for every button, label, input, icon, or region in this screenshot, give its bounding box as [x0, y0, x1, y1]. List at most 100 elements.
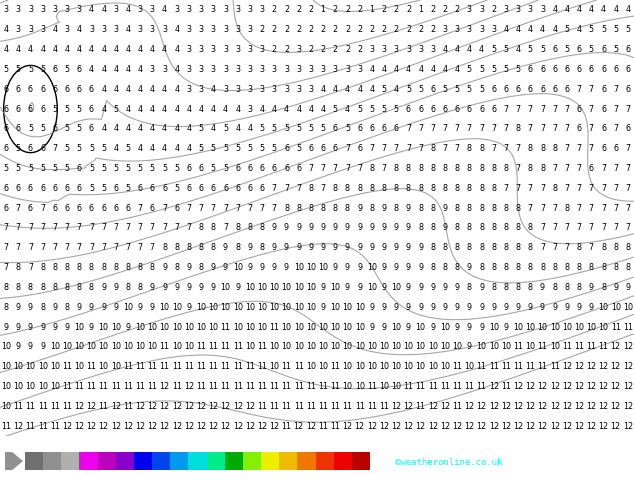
Text: 10: 10 [391, 283, 401, 292]
Text: 10: 10 [330, 283, 340, 292]
Text: 6: 6 [235, 164, 240, 173]
Text: 3: 3 [284, 85, 289, 94]
Text: 3: 3 [235, 45, 240, 54]
Text: 10: 10 [25, 362, 36, 371]
Text: 7: 7 [406, 144, 411, 153]
Text: 10: 10 [196, 303, 206, 312]
Text: 11: 11 [257, 362, 267, 371]
Text: 4: 4 [138, 104, 143, 114]
Text: 4: 4 [357, 85, 362, 94]
Text: 7: 7 [576, 164, 582, 173]
Text: 3: 3 [211, 65, 216, 74]
Text: 4: 4 [89, 5, 94, 14]
Text: -18: -18 [134, 473, 146, 478]
Text: 8: 8 [515, 124, 521, 133]
Text: 8: 8 [138, 283, 143, 292]
Text: 42: 42 [328, 473, 335, 478]
Text: 5: 5 [601, 25, 606, 34]
Text: 4: 4 [284, 104, 289, 114]
Text: 6: 6 [467, 104, 472, 114]
Text: 11: 11 [147, 382, 157, 391]
Text: 7: 7 [527, 204, 533, 213]
Text: 8: 8 [198, 243, 204, 252]
Text: 2: 2 [357, 25, 362, 34]
Text: 4: 4 [113, 45, 119, 54]
Text: 10: 10 [354, 382, 365, 391]
Text: 11: 11 [147, 362, 157, 371]
Text: 11: 11 [62, 402, 72, 411]
Text: 4: 4 [223, 104, 228, 114]
Text: 4: 4 [198, 104, 204, 114]
Text: 3: 3 [198, 85, 204, 94]
Text: 10: 10 [342, 343, 353, 351]
Text: 10: 10 [99, 362, 108, 371]
Text: 4: 4 [126, 85, 131, 94]
Text: 7: 7 [235, 204, 240, 213]
Text: 8: 8 [308, 204, 313, 213]
Text: 12: 12 [232, 473, 240, 478]
Text: 6: 6 [77, 184, 82, 193]
Text: 6: 6 [89, 204, 94, 213]
Text: 12: 12 [123, 422, 133, 431]
Text: 12: 12 [428, 422, 438, 431]
Text: 11: 11 [416, 382, 425, 391]
Text: 3: 3 [321, 65, 326, 74]
Text: 7: 7 [345, 164, 350, 173]
Text: 2: 2 [284, 5, 289, 14]
Text: 12: 12 [611, 402, 621, 411]
Text: 7: 7 [601, 223, 606, 232]
Text: 3: 3 [382, 45, 387, 54]
Text: 8: 8 [528, 223, 533, 232]
Text: 7: 7 [552, 204, 557, 213]
Text: 10: 10 [416, 362, 425, 371]
Text: 10: 10 [391, 362, 401, 371]
Text: 6: 6 [4, 204, 9, 213]
Text: 3: 3 [479, 5, 484, 14]
Text: 5: 5 [150, 164, 155, 173]
Text: 5: 5 [65, 124, 70, 133]
Text: 5: 5 [369, 104, 375, 114]
Text: 3: 3 [16, 25, 21, 34]
Text: 9: 9 [357, 263, 362, 272]
Text: 9: 9 [540, 303, 545, 312]
Text: 9: 9 [357, 243, 362, 252]
Text: 6: 6 [564, 65, 569, 74]
Text: 9: 9 [308, 223, 313, 232]
Text: 3: 3 [162, 25, 167, 34]
Text: 6: 6 [28, 204, 33, 213]
Text: 8: 8 [370, 164, 374, 173]
Text: 11: 11 [428, 382, 438, 391]
Text: 11: 11 [269, 382, 280, 391]
Text: 10: 10 [281, 343, 292, 351]
Text: 3: 3 [296, 45, 301, 54]
Text: 11: 11 [233, 362, 243, 371]
Text: 5: 5 [4, 164, 9, 173]
Text: 10: 10 [25, 382, 36, 391]
Text: 7: 7 [210, 204, 216, 213]
Text: 6: 6 [589, 164, 594, 173]
Text: 12: 12 [598, 382, 609, 391]
Text: 5: 5 [198, 124, 204, 133]
Text: 11: 11 [123, 402, 133, 411]
Text: 7: 7 [613, 204, 618, 213]
Text: 12: 12 [611, 382, 621, 391]
Text: 11: 11 [50, 422, 60, 431]
Text: 10: 10 [160, 303, 170, 312]
Text: 12: 12 [623, 362, 633, 371]
Text: 8: 8 [198, 223, 204, 232]
Text: 8: 8 [515, 243, 521, 252]
Text: 9: 9 [162, 263, 167, 272]
Text: 9: 9 [406, 303, 411, 312]
Text: 11: 11 [440, 382, 450, 391]
Text: 6: 6 [16, 124, 21, 133]
Text: 5: 5 [126, 144, 131, 153]
Text: 12: 12 [550, 402, 560, 411]
Text: 11: 11 [281, 382, 292, 391]
Text: 10: 10 [50, 362, 60, 371]
Text: 11: 11 [318, 382, 328, 391]
Text: 7: 7 [357, 164, 362, 173]
Text: 8: 8 [65, 263, 70, 272]
Text: 10: 10 [428, 343, 438, 351]
Text: 9: 9 [333, 223, 338, 232]
Text: 4: 4 [211, 85, 216, 94]
